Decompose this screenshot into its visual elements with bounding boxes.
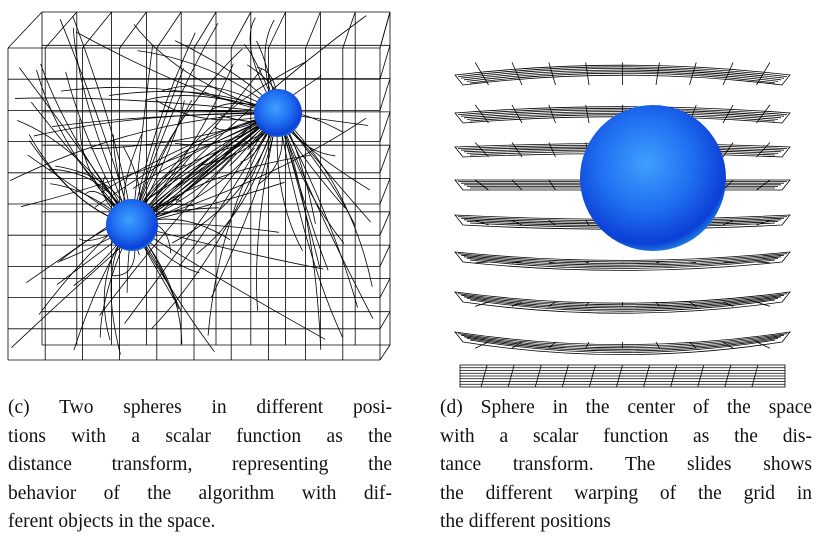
grid-line (157, 12, 181, 48)
caption-line: tions with a scalar function as the (8, 423, 392, 452)
sphere (580, 105, 726, 251)
grid-line (380, 112, 390, 142)
caption-line: the different warping of the grid in (440, 480, 812, 509)
figure-images (0, 0, 820, 400)
grid-line (380, 312, 390, 329)
caption-line: ferent objects in the space. (8, 508, 392, 537)
page: (c) Two spheres in different posi-tions … (0, 0, 820, 544)
grid-line (306, 12, 321, 48)
grid-line (380, 245, 390, 266)
caption-line: the different positions (440, 508, 812, 537)
caption-line: (c) Two spheres in different posi- (8, 394, 392, 423)
warped-line (132, 225, 325, 339)
warped-slices (455, 62, 790, 387)
grid-line (380, 345, 390, 360)
warped-line (208, 113, 278, 336)
caption-line: distance transform, representing the (8, 451, 392, 480)
caption-line: tance transform. The slides shows (440, 451, 812, 480)
grid-line (380, 79, 390, 111)
wireframe-cube (8, 12, 390, 360)
grid-line (380, 212, 390, 235)
slice-edge (455, 252, 790, 270)
grid-line (380, 145, 390, 173)
grid-line (8, 12, 42, 48)
caption-line: with a scalar function as the dis- (440, 423, 812, 452)
grid-line (380, 278, 390, 297)
sphere (106, 199, 158, 251)
grid-line (231, 12, 251, 48)
grid-line (380, 179, 390, 205)
caption-line: behavior of the algorithm with dif- (8, 480, 392, 509)
warped-line (109, 91, 278, 113)
caption-c: (c) Two spheres in different posi-tions … (8, 394, 392, 537)
grid-line (194, 12, 216, 48)
grid-line (380, 45, 390, 79)
sphere (254, 89, 302, 137)
grid-line (343, 12, 355, 48)
warped-line (76, 32, 278, 113)
grid-line (45, 12, 77, 48)
grid-line (82, 12, 111, 48)
grid-line (380, 12, 390, 48)
caption-line: (d) Sphere in the center of the space (440, 394, 812, 423)
warped-line (60, 19, 132, 225)
grid-line (120, 12, 147, 48)
grid-line (268, 12, 285, 48)
